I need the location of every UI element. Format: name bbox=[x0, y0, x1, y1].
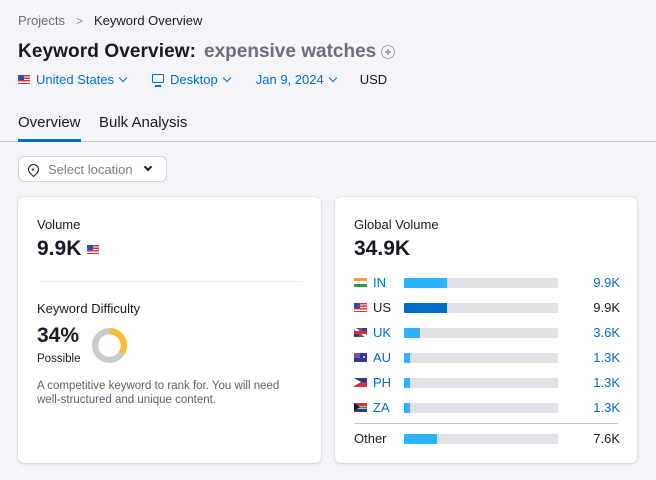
volume-bar-fill bbox=[404, 277, 448, 288]
volume-bar bbox=[404, 277, 558, 288]
country-volume-list: IN 9.9K US 9.9K UK 3.6K AU 1.3K bbox=[354, 270, 620, 420]
map-pin-icon bbox=[25, 161, 42, 177]
desktop-icon bbox=[152, 74, 165, 87]
date-label: Jan 9, 2024 bbox=[255, 72, 324, 87]
date-dropdown[interactable]: Jan 9, 2024 bbox=[255, 72, 337, 87]
keyword-difficulty-label: Keyword Difficulty bbox=[37, 301, 141, 316]
tab-bulk-analysis[interactable]: Bulk Analysis bbox=[99, 114, 188, 131]
country-row-au[interactable]: AU 1.3K bbox=[354, 345, 620, 370]
divider bbox=[40, 281, 303, 282]
volume-bar bbox=[404, 433, 558, 444]
country-volume[interactable]: 3.6K bbox=[593, 325, 620, 340]
keyword-difficulty-rating: Possible bbox=[37, 353, 81, 365]
volume-bar bbox=[404, 377, 558, 388]
australia-flag-icon bbox=[354, 353, 367, 362]
global-volume-value: 34.9K bbox=[354, 237, 411, 260]
volume-bar bbox=[404, 302, 558, 313]
us-flag-icon bbox=[354, 303, 367, 312]
india-flag-icon bbox=[354, 278, 367, 287]
volume-bar-fill bbox=[404, 433, 438, 444]
page-title-row: Keyword Overview: expensive watches bbox=[18, 41, 396, 63]
location-select[interactable]: Select location bbox=[18, 156, 167, 182]
chevron-down-icon bbox=[328, 73, 337, 82]
country-row-za[interactable]: ZA 1.3K bbox=[354, 395, 620, 420]
us-flag-icon bbox=[87, 244, 100, 254]
chevron-down-icon bbox=[118, 73, 128, 82]
other-row-inner: Other 7.6K bbox=[354, 426, 620, 451]
tab-bar: Overview Bulk Analysis bbox=[0, 100, 656, 142]
volume-bar bbox=[404, 327, 558, 338]
country-row-us: US 9.9K bbox=[354, 295, 620, 320]
volume-bar-fill bbox=[404, 352, 411, 363]
keyword-difficulty-description: A competitive keyword to rank for. You w… bbox=[37, 380, 280, 406]
volume-bar-fill bbox=[404, 327, 421, 338]
volume-value-row: 9.9K bbox=[37, 237, 100, 261]
country-volume: 9.9K bbox=[593, 300, 620, 315]
uk-flag-icon bbox=[354, 328, 367, 337]
chevron-right-icon: > bbox=[75, 13, 83, 28]
keyword-text: expensive watches bbox=[204, 41, 377, 62]
currency-label: USD bbox=[359, 72, 388, 87]
breadcrumb-projects-link[interactable]: Projects bbox=[18, 13, 65, 28]
volume-bar bbox=[404, 402, 558, 413]
device-label: Desktop bbox=[170, 72, 218, 87]
filters-bar: United States Desktop Jan 9, 2024 USD bbox=[18, 72, 387, 87]
volume-value: 9.9K bbox=[37, 237, 82, 260]
country-code[interactable]: ZA bbox=[373, 400, 390, 415]
country-row-uk[interactable]: UK 3.6K bbox=[354, 320, 620, 345]
location-placeholder: Select location bbox=[48, 161, 133, 177]
philippines-flag-icon bbox=[354, 378, 367, 387]
country-volume[interactable]: 1.3K bbox=[593, 400, 620, 415]
chevron-down-icon bbox=[143, 162, 152, 172]
country-volume[interactable]: 9.9K bbox=[593, 275, 620, 290]
other-countries-row: Other 7.6K bbox=[354, 426, 620, 451]
country-row-in[interactable]: IN 9.9K bbox=[354, 270, 620, 295]
volume-bar-fill bbox=[404, 402, 411, 413]
south-africa-flag-icon bbox=[354, 403, 367, 412]
volume-bar bbox=[404, 352, 558, 363]
tab-overview[interactable]: Overview bbox=[18, 114, 81, 142]
other-volume: 7.6K bbox=[593, 431, 620, 446]
country-code[interactable]: IN bbox=[373, 275, 386, 290]
country-code[interactable]: PH bbox=[373, 375, 392, 390]
volume-card: Volume 9.9K Keyword Difficulty 34% Possi… bbox=[18, 197, 321, 463]
country-volume[interactable]: 1.3K bbox=[593, 375, 620, 390]
volume-bar-fill bbox=[404, 302, 448, 313]
global-volume-label: Global Volume bbox=[354, 217, 439, 232]
chevron-down-icon bbox=[222, 73, 231, 82]
country-code[interactable]: UK bbox=[373, 325, 392, 340]
us-flag-icon bbox=[18, 75, 30, 84]
page-title: Keyword Overview: bbox=[18, 41, 197, 62]
keyword-difficulty-value: 34% bbox=[37, 324, 80, 347]
country-label: United States bbox=[36, 72, 115, 87]
other-label: Other bbox=[354, 431, 387, 446]
volume-label: Volume bbox=[37, 217, 81, 232]
global-volume-card: Global Volume 34.9K IN 9.9K US 9.9K UK 3… bbox=[335, 197, 637, 463]
country-code: US bbox=[373, 300, 392, 315]
country-dropdown[interactable]: United States bbox=[18, 72, 128, 87]
plus-circle-icon[interactable] bbox=[381, 45, 396, 59]
difficulty-donut-chart bbox=[92, 328, 127, 363]
breadcrumb-current: Keyword Overview bbox=[93, 13, 203, 28]
volume-bar-fill bbox=[404, 377, 411, 388]
device-dropdown[interactable]: Desktop bbox=[152, 72, 231, 87]
country-row-ph[interactable]: PH 1.3K bbox=[354, 370, 620, 395]
divider bbox=[354, 423, 618, 424]
breadcrumb: Projects > Keyword Overview bbox=[18, 13, 202, 28]
country-volume[interactable]: 1.3K bbox=[593, 350, 620, 365]
country-code[interactable]: AU bbox=[373, 350, 392, 365]
